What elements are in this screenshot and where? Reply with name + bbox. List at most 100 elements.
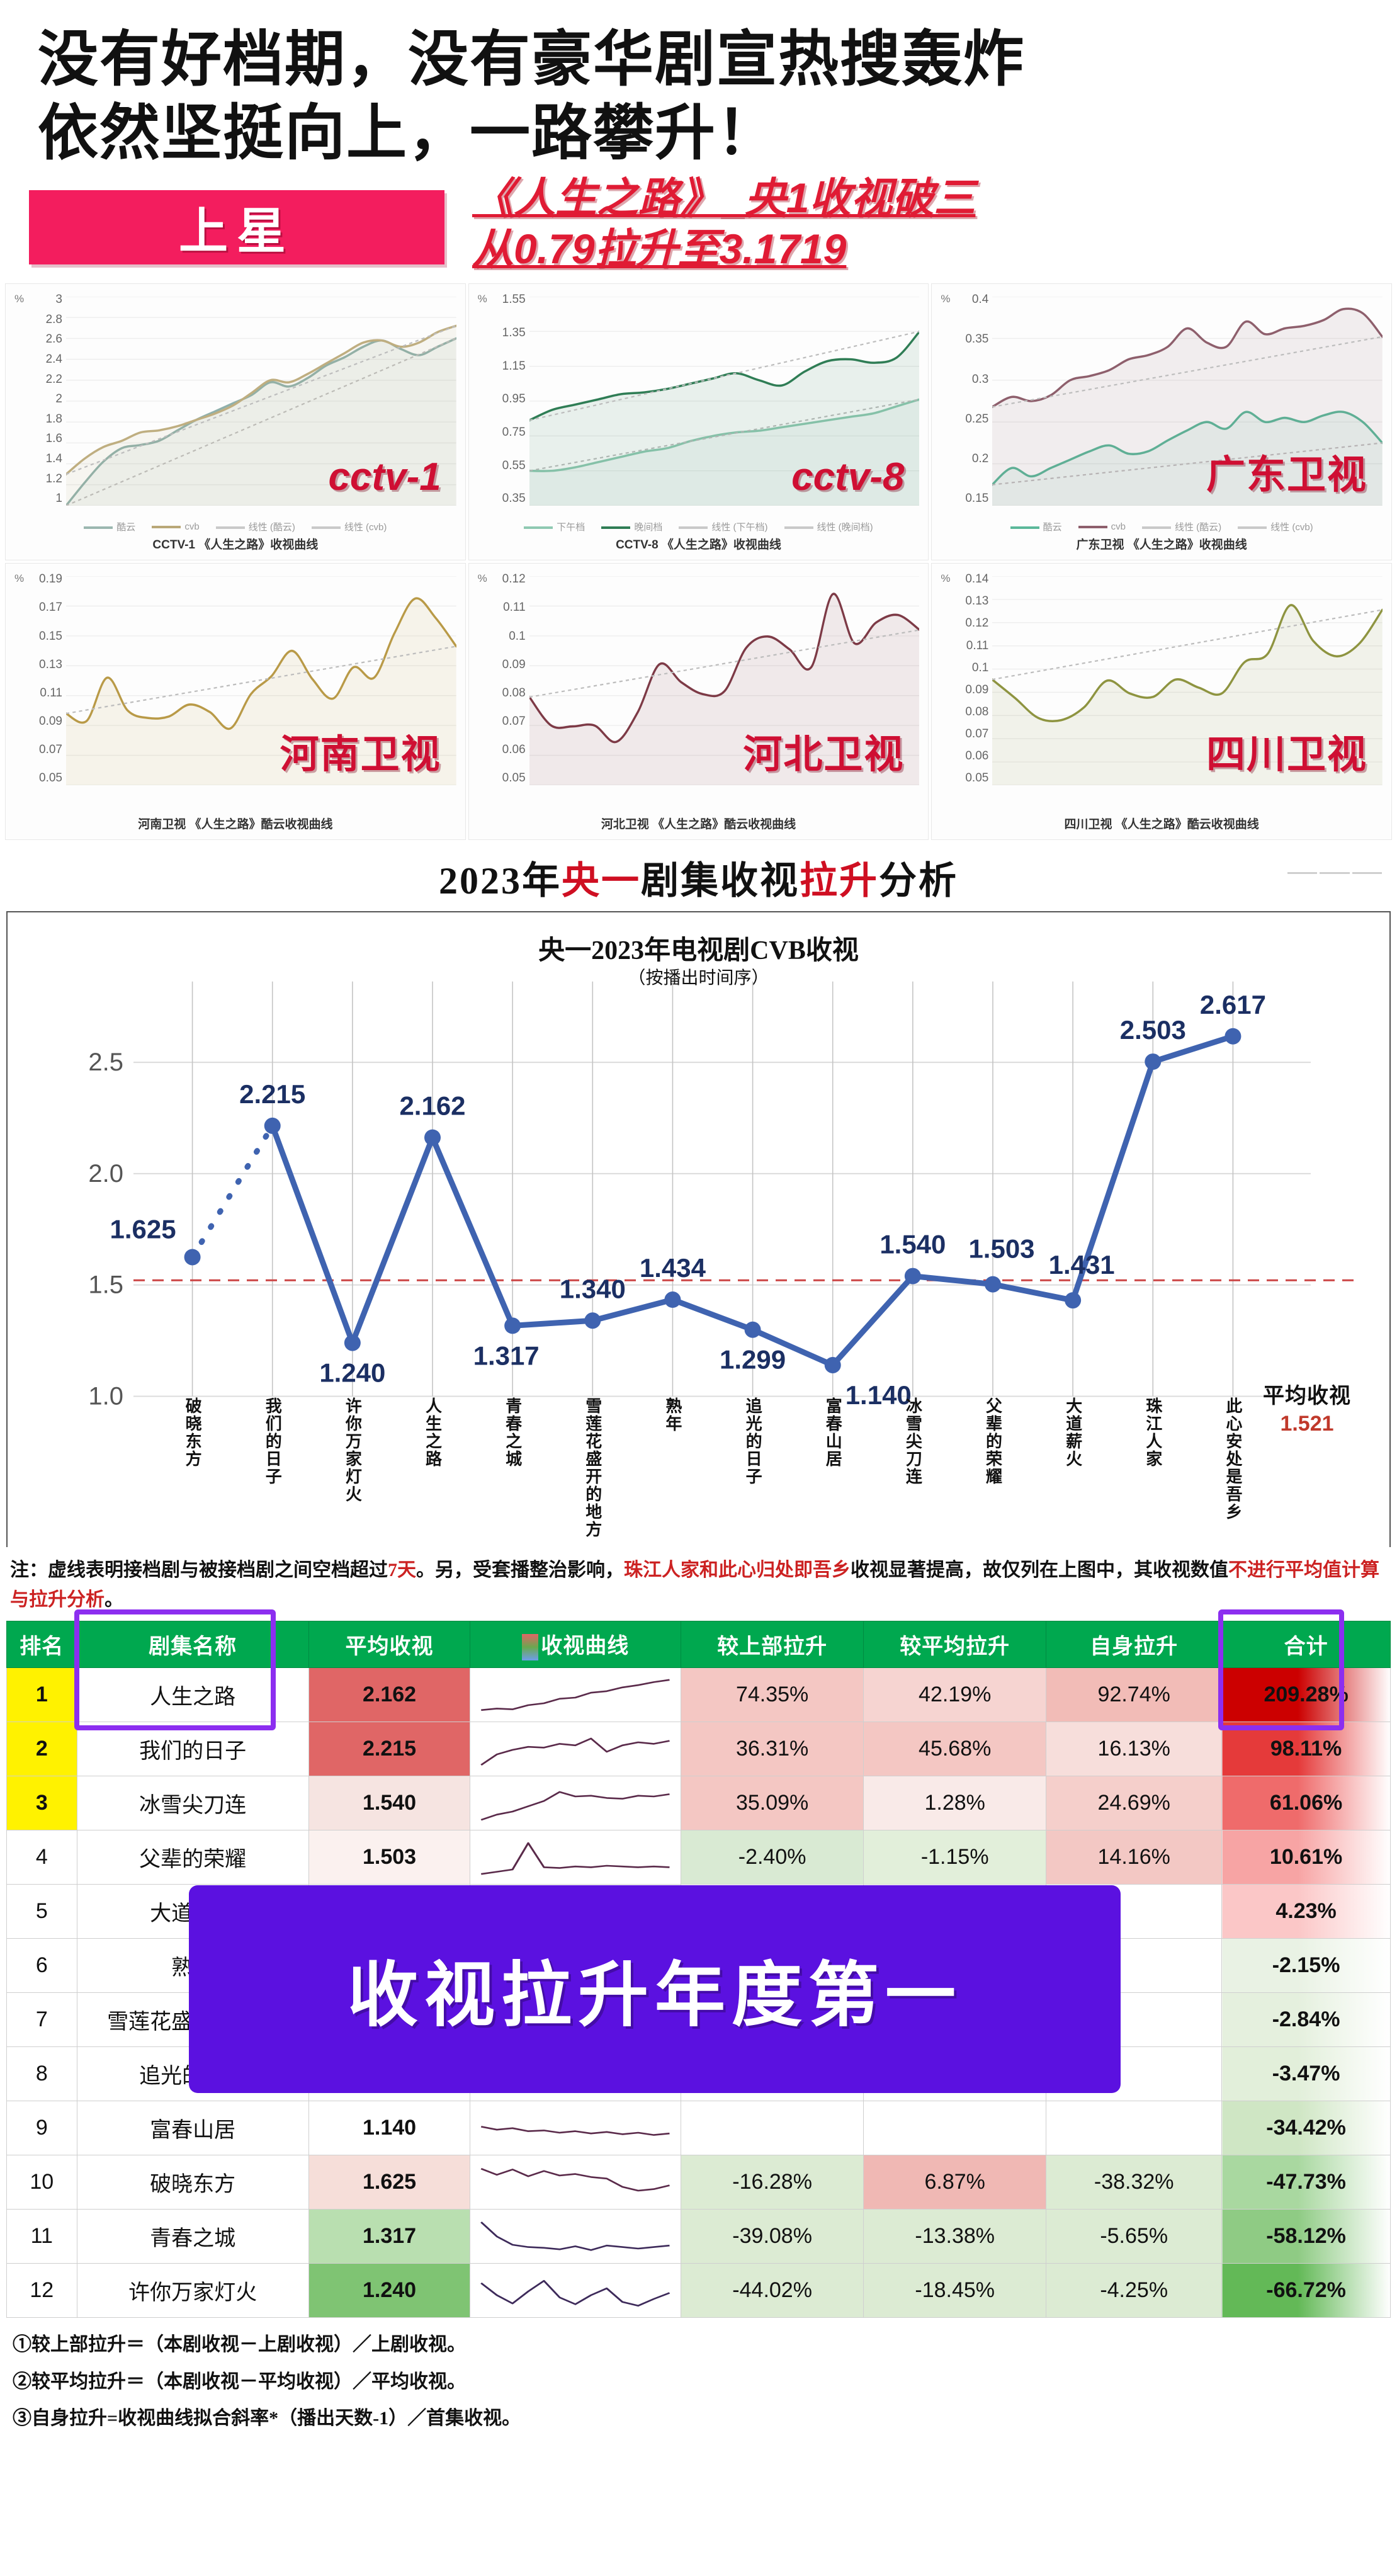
banner-row: 上星 《人生之路》_央1收视破三 从0.79拉升至3.1719 [0,174,1397,283]
cell-lift-vs-previous: -44.02% [681,2263,864,2318]
legend-swatch-icon [601,526,631,530]
cell-average: 1.140 [308,2101,471,2156]
table-row[interactable]: 11 青春之城 1.317 -39.08% -13.38% -5.65% -58.12% [6,2209,1391,2264]
svg-text:2.215: 2.215 [239,1079,305,1109]
legend-item: 线性 (cvb) [1238,520,1313,533]
legend-swatch-icon [152,526,181,529]
x-axis-label: 许你万家灯火 [343,1397,362,1504]
mini-chart-watermark: 四川卫视 [1206,733,1367,777]
headline-line-2: 依然坚挺向上，一路攀升！ [38,99,778,167]
legend-swatch-icon [679,526,708,530]
legend-swatch-icon [784,526,813,530]
mini-chart-watermark: cctv-8 [791,455,905,499]
table-row[interactable]: 1 人生之路 2.162 74.35% 42.19% 92.74% 209.28% [6,1667,1391,1723]
table-row[interactable]: 3 冰雪尖刀连 1.540 35.09% 1.28% 24.69% 61.06% [6,1776,1391,1831]
y-tick-label: 0.14 [965,572,989,586]
y-tick-label: 0.3 [971,372,989,386]
cell-curve [470,2101,682,2156]
cell-rank: 9 [6,2101,77,2156]
cell-curve [470,1722,682,1777]
table-row[interactable]: 10 破晓东方 1.625 -16.28% 6.87% -38.32% -47.73% [6,2155,1391,2210]
cell-self-lift: 16.13% [1046,1722,1223,1777]
y-tick-label: 0.07 [502,714,526,728]
legend-swatch-icon [215,526,245,530]
y-tick-label: 0.12 [502,572,526,586]
mini-chart-legend: 酷云 cvb 线性 (酷云) 线性 (cvb) [932,520,1391,533]
page-title: 2023年央一剧集收视拉升分析 [439,850,958,905]
table-row[interactable]: 2 我们的日子 2.215 36.31% 45.68% 16.13% 98.11% [6,1722,1391,1777]
cell-lift-vs-previous: 36.31% [681,1722,864,1777]
svg-text:1.340: 1.340 [560,1274,626,1304]
mini-chart-card-3: % 0.4 0.35 0.3 0.25 0.2 0.15 广东卫视 酷云 cvb 线性 (酷云) 线性… [931,283,1392,561]
cell-name: 冰雪尖刀连 [76,1776,309,1831]
cell-total: -2.84% [1221,1992,1391,2048]
y-tick-label: 0.19 [39,572,62,586]
cell-rank: 1 [6,1667,77,1723]
legend-item: cvb [152,521,200,532]
cell-average: 1.540 [308,1776,471,1831]
average-annotation: 平均收视 1.521 [1241,1378,1373,1436]
legend-swatch-icon [84,526,113,530]
legend-swatch-icon [311,526,341,530]
table-row[interactable]: 12 许你万家灯火 1.240 -44.02% -18.45% -4.25% -66.72% [6,2263,1391,2318]
cell-total: -47.73% [1221,2155,1391,2210]
cell-name: 富春山居 [76,2101,309,2156]
legend-swatch-icon [1238,526,1267,530]
mini-chart-card-6: % 0.14 0.13 0.12 0.11 0.1 0.09 0.08 0.07 0.06 0.05… [931,563,1392,841]
cell-lift-vs-previous: -2.40% [681,1830,864,1885]
footnotes: ①较上部拉升＝（本剧收视－上剧收视）／上剧收视。 ②较平均拉升＝（本剧收视－平均收… [13,2327,1384,2437]
x-axis-label: 大道薪火 [1063,1397,1082,1468]
mini-chart-unit: % [941,572,951,585]
y-tick-label: 2.6 [45,332,62,346]
cell-curve [470,1667,682,1723]
cell-lift-vs-previous: 74.35% [681,1667,864,1723]
mini-chart-plot [992,297,1383,506]
svg-text:2.162: 2.162 [399,1091,465,1121]
cell-average: 2.215 [308,1722,471,1777]
y-tick-label: 0.09 [39,714,62,728]
footnote-1: ①较上部拉升＝（本剧收视－上剧收视）／上剧收视。 [13,2334,466,2356]
cell-name: 人生之路 [76,1667,309,1723]
mini-chart-plot [66,297,456,506]
x-axis-label: 破晓东方 [183,1397,202,1468]
y-tick-label: 0.4 [971,293,989,307]
main-chart-title: 央一2023年电视剧CVB收视 [538,936,859,966]
cell-total: -3.47% [1221,2046,1391,2102]
y-tick-label: 0.2 [971,451,989,465]
table-row[interactable]: 9 富春山居 1.140 -34.42% [6,2101,1391,2156]
note-red-2: 珠江人家和此心归处即吾乡 [624,1560,851,1581]
y-tick-label: 0.1 [971,661,989,674]
title-part-1: 2023年 [439,860,562,902]
svg-text:1.5: 1.5 [88,1271,123,1299]
svg-text:1.317: 1.317 [473,1341,540,1371]
cell-lift-vs-previous [681,2101,864,2156]
cell-lift-vs-average [863,2101,1047,2156]
svg-text:2.503: 2.503 [1120,1015,1186,1045]
mini-chart-plot [66,576,456,786]
legend-swatch-icon [524,526,553,530]
main-line-chart: 央一2023年电视剧CVB收视 （按播出时间序） 1.0 1.5 2.0 2.5 1.6… [6,911,1391,1548]
table-header-label: 合计 [1284,1635,1328,1659]
main-chart-x-labels: 破晓东方 我们的日子 许你万家灯火 人生之路 青春之城 雪莲花盛开的地方 熟年 追光的日子 富春… [8,1397,1389,1548]
cell-self-lift: 24.69% [1046,1776,1223,1831]
svg-text:1.0: 1.0 [88,1383,123,1410]
cell-name: 许你万家灯火 [76,2263,309,2318]
mini-chart-caption: 河北卫视 《人生之路》酷云收视曲线 [601,818,796,832]
footnote-3: ③自身拉升=收视曲线拟合斜率*（播出天数-1）／首集收视。 [13,2408,521,2429]
section-title-wrap: 2023年央一剧集收视拉升分析 [0,840,1397,911]
table-header-6: 较平均拉升 [863,1621,1047,1669]
y-tick-label: 2 [55,392,62,406]
table-header-label: 排名 [20,1635,64,1659]
table-header-5: 较上部拉升 [681,1621,864,1669]
note-red-3: 不进行平均值计算与拉升分析 [10,1560,1379,1610]
table-row[interactable]: 4 父辈的荣耀 1.503 -2.40% -1.15% 14.16% 10.61% [6,1830,1391,1885]
mini-chart-card-2: % 1.55 1.35 1.15 0.95 0.75 0.55 0.35 cctv-8 下午档 晚间… [468,283,929,561]
cell-lift-vs-average: 1.28% [863,1776,1047,1831]
y-tick-label: 0.06 [965,749,989,763]
cell-curve [470,2209,682,2264]
cell-self-lift: -5.65% [1046,2209,1223,2264]
mini-chart-caption: 河南卫视 《人生之路》酷云收视曲线 [138,818,333,832]
note-seg-2: 。另，受套播整治影响， [416,1560,624,1581]
y-tick-label: 1.55 [502,293,526,307]
y-tick-label: 0.08 [965,705,989,718]
